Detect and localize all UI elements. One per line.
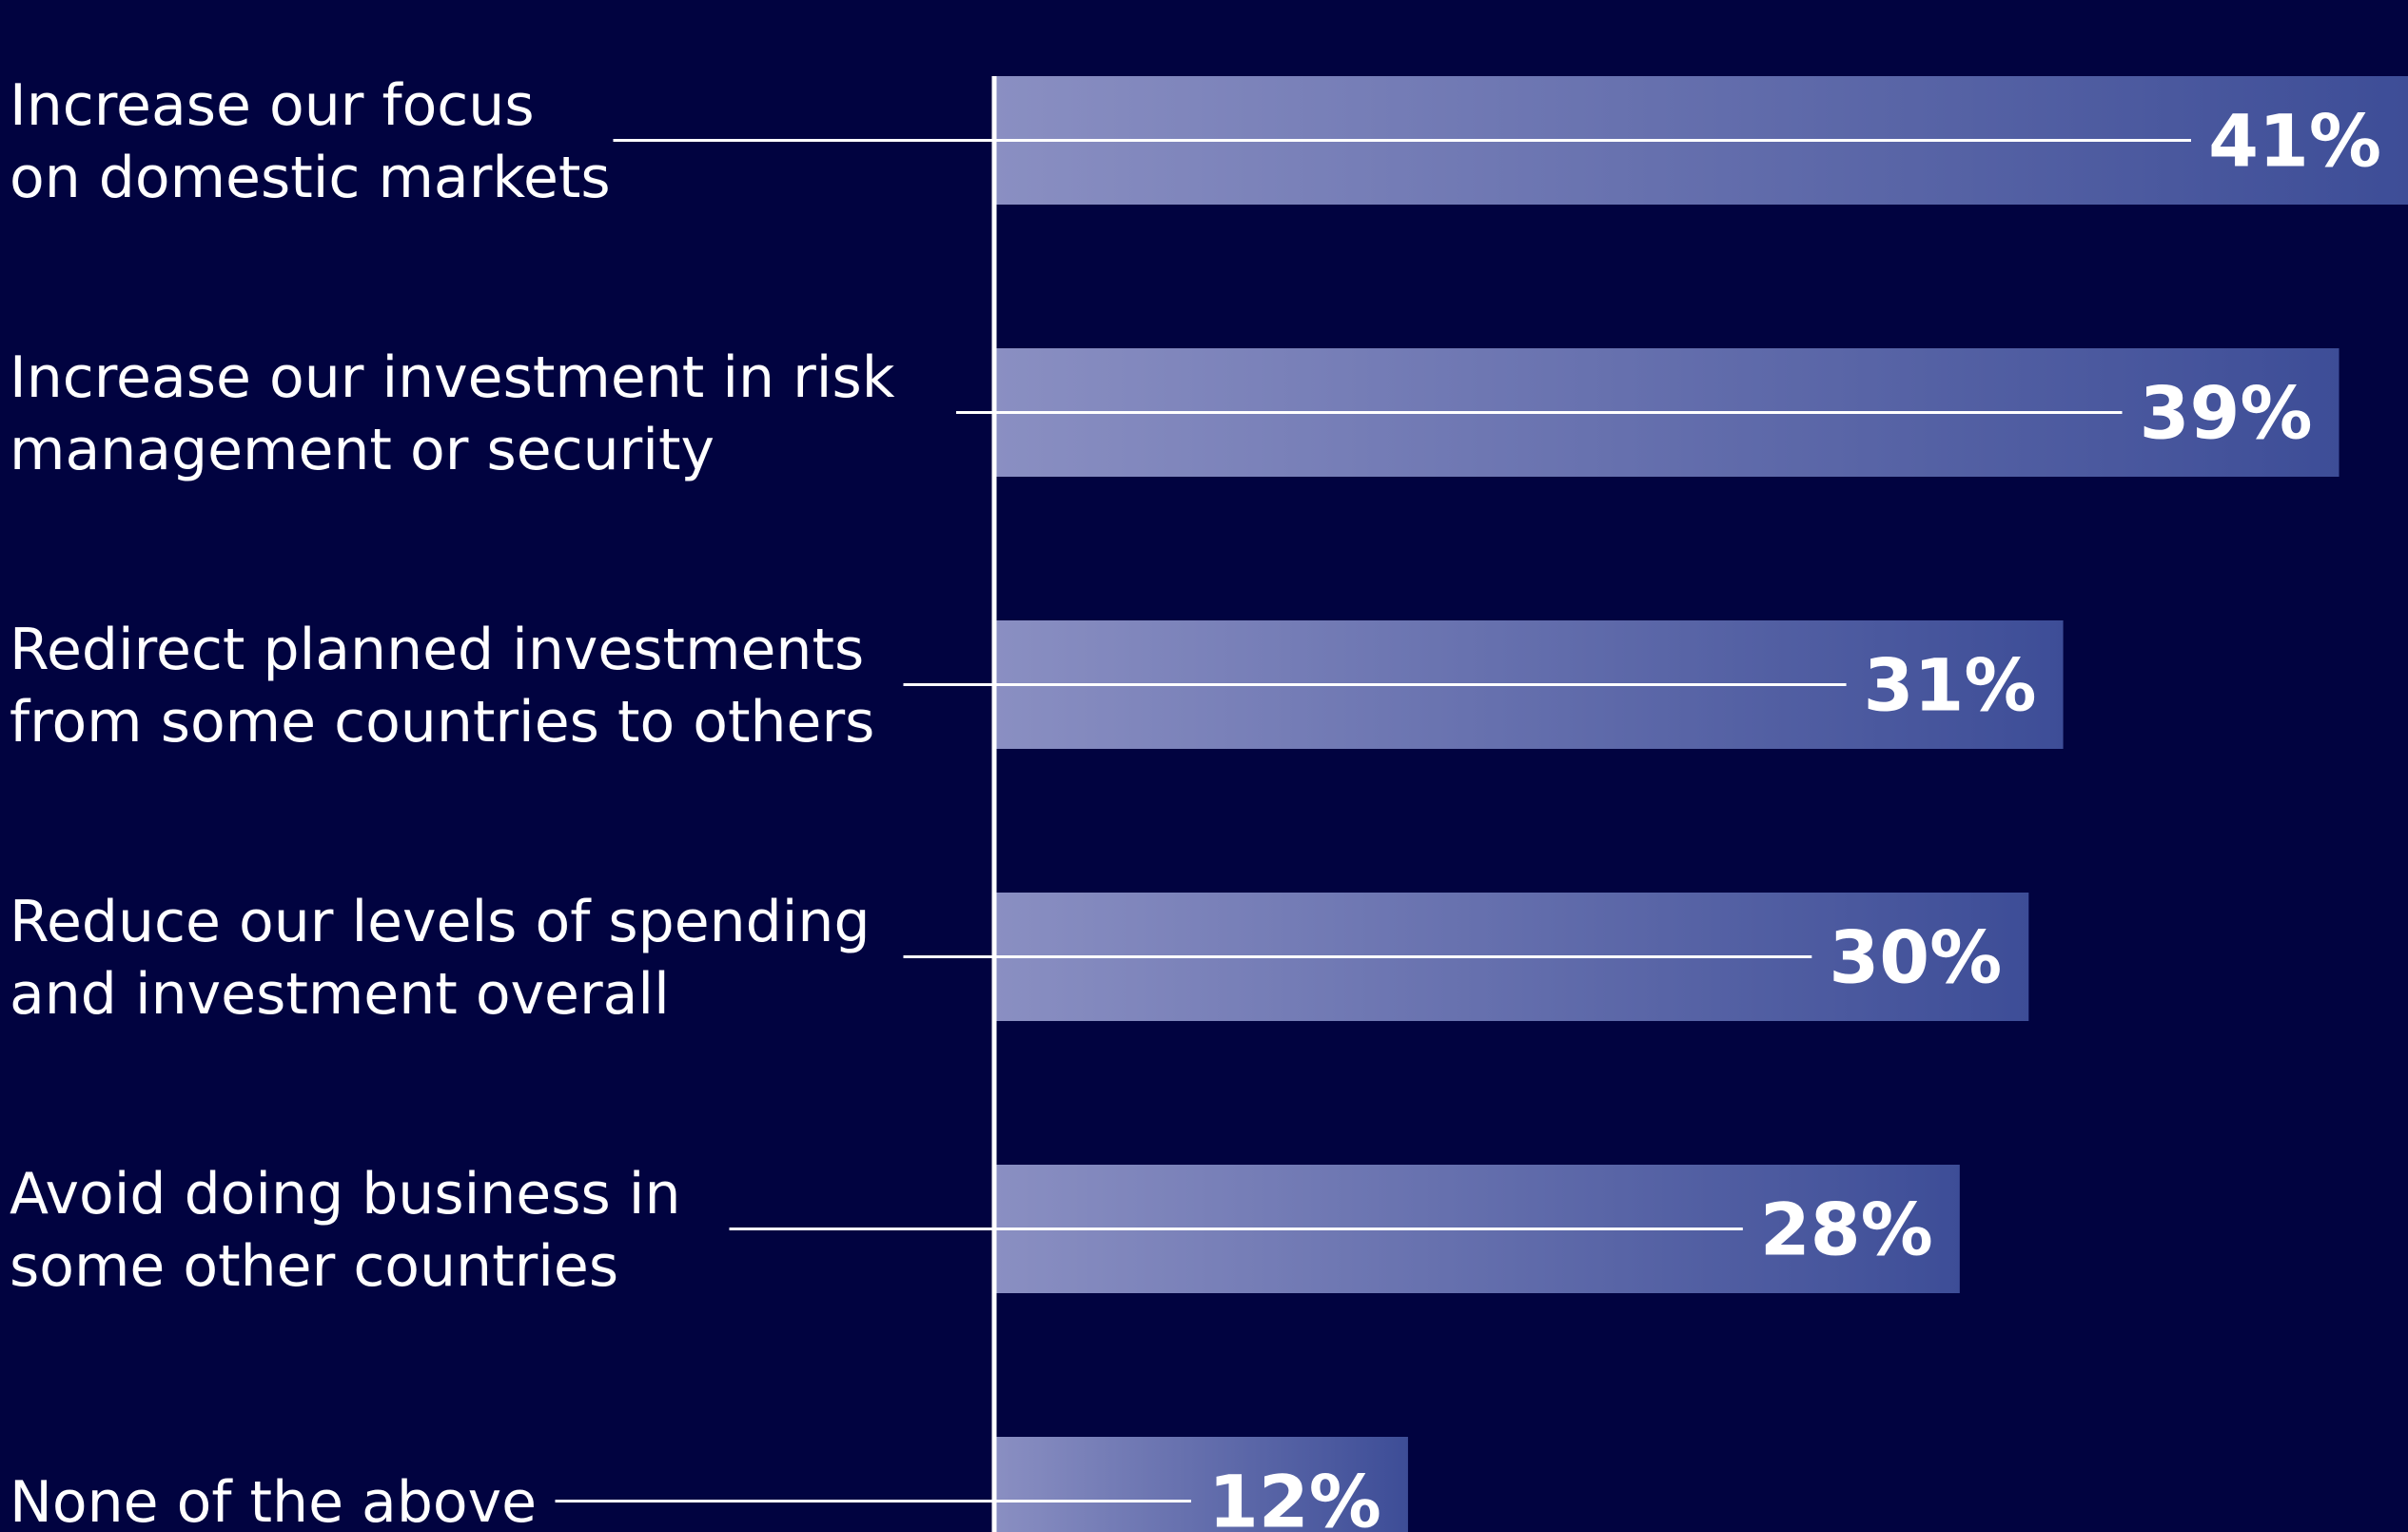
value-label: 31% xyxy=(1864,643,2037,728)
category-label: some other countries xyxy=(10,1233,618,1300)
value-label: 28% xyxy=(1760,1188,1933,1272)
category-label: Redirect planned investments xyxy=(10,617,864,683)
category-label: and investment overall xyxy=(10,961,670,1028)
category-label: management or security xyxy=(10,417,715,483)
value-label: 41% xyxy=(2208,99,2381,184)
category-label: on domestic markets xyxy=(10,145,611,211)
category-label: from some countries to others xyxy=(10,689,874,756)
category-label: Reduce our levels of spending xyxy=(10,889,871,955)
category-label: Increase our investment in risk xyxy=(10,344,895,411)
value-label: 30% xyxy=(1829,915,2002,1000)
category-label: None of the above xyxy=(10,1469,537,1532)
value-label: 12% xyxy=(1208,1460,1381,1532)
leader-lines xyxy=(555,139,2191,1503)
category-label: Avoid doing business in xyxy=(10,1161,681,1228)
bar xyxy=(994,1437,1408,1532)
value-labels: 41% 39% 31% 30% 28% 12% xyxy=(1208,99,2381,1532)
category-label: Increase our focus xyxy=(10,72,535,139)
value-label: 39% xyxy=(2140,371,2313,456)
